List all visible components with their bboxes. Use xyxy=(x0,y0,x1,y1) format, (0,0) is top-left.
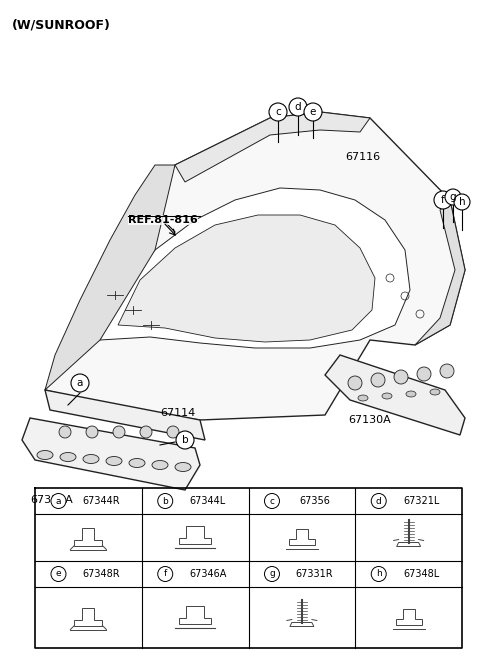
Text: REF.81-816: REF.81-816 xyxy=(128,215,198,225)
Text: h: h xyxy=(459,197,465,207)
Circle shape xyxy=(394,370,408,384)
Ellipse shape xyxy=(382,393,392,399)
Text: g: g xyxy=(450,192,456,202)
Ellipse shape xyxy=(406,391,416,397)
Circle shape xyxy=(434,191,452,209)
Polygon shape xyxy=(45,390,205,440)
Text: 67344R: 67344R xyxy=(83,496,120,506)
Text: f: f xyxy=(164,569,167,579)
Polygon shape xyxy=(45,112,465,420)
Circle shape xyxy=(86,426,98,438)
Circle shape xyxy=(417,367,431,381)
Polygon shape xyxy=(325,355,465,435)
Ellipse shape xyxy=(430,389,440,395)
Circle shape xyxy=(445,189,461,205)
Circle shape xyxy=(371,493,386,508)
Text: 67356: 67356 xyxy=(299,496,330,506)
Circle shape xyxy=(71,374,89,392)
Polygon shape xyxy=(45,165,175,390)
Circle shape xyxy=(140,426,152,438)
Text: 67321L: 67321L xyxy=(403,496,440,506)
Text: b: b xyxy=(162,497,168,506)
Circle shape xyxy=(59,426,71,438)
Text: a: a xyxy=(56,497,61,506)
Circle shape xyxy=(264,567,279,581)
Circle shape xyxy=(440,364,454,378)
Text: c: c xyxy=(269,497,275,506)
Circle shape xyxy=(304,103,322,121)
Circle shape xyxy=(158,567,173,581)
Ellipse shape xyxy=(152,461,168,470)
Text: (W/SUNROOF): (W/SUNROOF) xyxy=(12,18,111,31)
Ellipse shape xyxy=(358,395,368,401)
Circle shape xyxy=(264,493,279,508)
Ellipse shape xyxy=(60,453,76,462)
Text: e: e xyxy=(56,569,61,579)
Text: e: e xyxy=(310,107,316,117)
Text: d: d xyxy=(295,102,301,112)
Circle shape xyxy=(371,373,385,387)
Text: 67348L: 67348L xyxy=(403,569,440,579)
Ellipse shape xyxy=(83,455,99,464)
Polygon shape xyxy=(22,418,200,490)
Text: 67116: 67116 xyxy=(345,152,380,162)
Text: g: g xyxy=(269,569,275,579)
Ellipse shape xyxy=(106,457,122,466)
Text: 67114: 67114 xyxy=(160,408,195,418)
Ellipse shape xyxy=(37,451,53,459)
Circle shape xyxy=(289,98,307,116)
Text: h: h xyxy=(376,569,382,579)
Text: a: a xyxy=(77,378,83,388)
Polygon shape xyxy=(415,200,465,345)
Circle shape xyxy=(51,567,66,581)
Text: 67344L: 67344L xyxy=(190,496,226,506)
Text: 67346A: 67346A xyxy=(189,569,227,579)
Text: c: c xyxy=(275,107,281,117)
Text: 67310A: 67310A xyxy=(30,495,73,505)
Circle shape xyxy=(348,376,362,390)
Polygon shape xyxy=(118,215,375,342)
Polygon shape xyxy=(100,188,410,348)
Circle shape xyxy=(371,567,386,581)
Text: d: d xyxy=(376,497,382,506)
Polygon shape xyxy=(175,112,370,182)
Circle shape xyxy=(176,431,194,449)
Ellipse shape xyxy=(175,462,191,472)
Ellipse shape xyxy=(129,459,145,468)
Text: 67348R: 67348R xyxy=(83,569,120,579)
Circle shape xyxy=(51,493,66,508)
Text: 67130A: 67130A xyxy=(348,415,391,425)
Text: b: b xyxy=(182,435,188,445)
Circle shape xyxy=(269,103,287,121)
Text: f: f xyxy=(441,195,445,205)
Circle shape xyxy=(158,493,173,508)
Text: 67331R: 67331R xyxy=(296,569,334,579)
Circle shape xyxy=(113,426,125,438)
Circle shape xyxy=(454,194,470,210)
Circle shape xyxy=(167,426,179,438)
